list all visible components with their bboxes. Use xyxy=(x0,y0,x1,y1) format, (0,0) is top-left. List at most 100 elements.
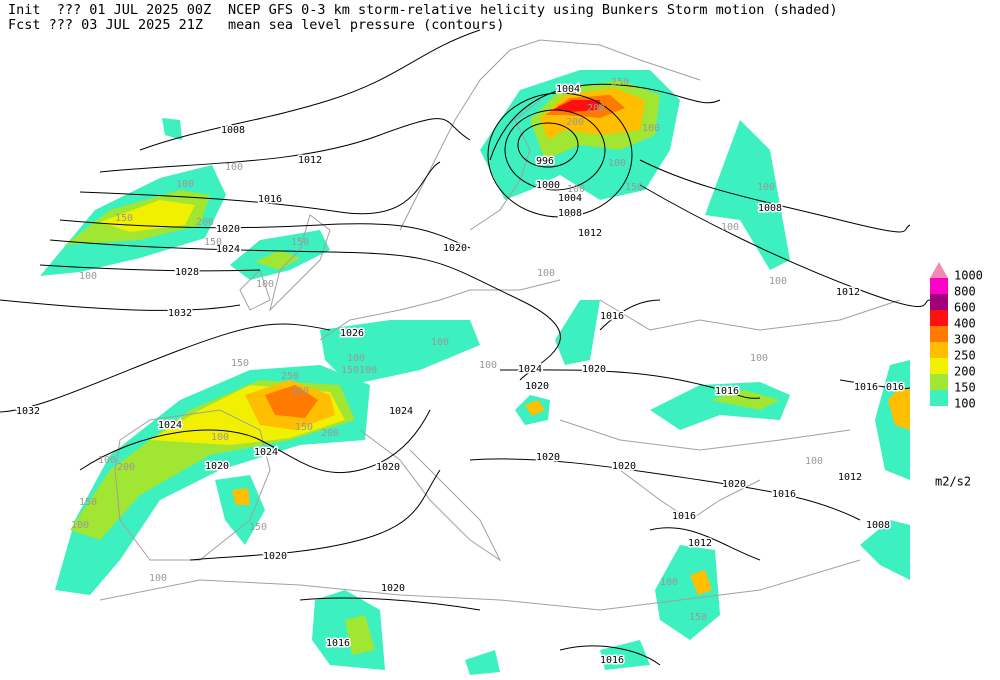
isobar-label: 1032 xyxy=(16,406,40,417)
legend-swatch xyxy=(930,374,948,390)
helicity-label: 100 xyxy=(176,179,194,190)
isobar-label: 1020 xyxy=(525,381,549,392)
helicity-label: 100 xyxy=(256,279,274,290)
isobar-label: 1016 xyxy=(772,489,796,500)
helicity-label: 250 xyxy=(281,371,299,382)
isobar-label: 1020 xyxy=(536,452,560,463)
helicity-label: 150 xyxy=(231,358,249,369)
helicity-label: 100 xyxy=(805,456,823,467)
helicity-label: 100 xyxy=(769,276,787,287)
isobar-label: 1008 xyxy=(558,208,582,219)
subtitle: mean sea level pressure (contours) xyxy=(228,17,504,33)
legend-swatch xyxy=(930,326,948,342)
helicity-label: 150 xyxy=(689,612,707,623)
isobar-label: 1012 xyxy=(578,228,602,239)
isobar-label: 1012 xyxy=(838,472,862,483)
isobar-label: 1024 xyxy=(158,420,182,431)
isobar-label: 1008 xyxy=(866,520,890,531)
isobar-label: 1000 xyxy=(536,180,560,191)
helicity-label: 150 xyxy=(291,237,309,248)
isobar-label: 1016 xyxy=(258,194,282,205)
helicity-label: 200 xyxy=(196,217,214,228)
helicity-label: 100 xyxy=(98,455,116,466)
coastlines xyxy=(99,39,901,611)
title: NCEP GFS 0-3 km storm-relative helicity … xyxy=(228,2,838,18)
isobar-label: 1020 xyxy=(381,583,405,594)
isobar-label: 1032 xyxy=(168,308,192,319)
legend: m2/s2 1000 800 600 400 300 250 200 150 100 xyxy=(930,262,983,489)
legend-label: 400 xyxy=(954,317,976,331)
isobar-label: 1020 xyxy=(612,461,636,472)
init-time: Init ??? 01 JUL 2025 00Z xyxy=(8,2,211,18)
shading xyxy=(40,70,910,675)
isobar-label: 1012 xyxy=(688,538,712,549)
legend-swatch xyxy=(930,294,948,310)
legend-swatch xyxy=(930,278,948,294)
isobar-label: 1024 xyxy=(216,244,240,255)
legend-label: 1000 xyxy=(954,269,983,283)
isobar-label: 016 xyxy=(886,382,904,393)
helicity-label: 150 xyxy=(295,422,313,433)
isobar-label: 1020 xyxy=(205,461,229,472)
isobar-label: 1016 xyxy=(854,382,878,393)
helicity-label: 150 xyxy=(115,213,133,224)
isobar-label: 1024 xyxy=(254,447,278,458)
isobar-label: 1016 xyxy=(715,386,739,397)
helicity-label: 100 xyxy=(721,222,739,233)
isobar-label: 1020 xyxy=(443,243,467,254)
isobar-label: 1008 xyxy=(758,203,782,214)
isobar-label: 1016 xyxy=(600,655,624,666)
helicity-label: 100 xyxy=(359,365,377,376)
helicity-label: 100 xyxy=(537,268,555,279)
isobar-label: 996 xyxy=(536,156,554,167)
helicity-label: 100 xyxy=(750,353,768,364)
isobar-label: 1020 xyxy=(582,364,606,375)
helicity-label: 100 xyxy=(347,353,365,364)
helicity-label: 100 xyxy=(71,520,89,531)
legend-swatch xyxy=(930,358,948,374)
helicity-label: 150 xyxy=(249,522,267,533)
helicity-label: 100 xyxy=(211,432,229,443)
legend-label: 200 xyxy=(954,365,976,379)
isobar-label: 1012 xyxy=(298,155,322,166)
isobar-label: 1024 xyxy=(518,364,542,375)
contour-labels: 1008 1012 1016 1020 1024 1028 1032 1032 1024 1024… xyxy=(14,77,905,668)
isobar-label: 1012 xyxy=(836,287,860,298)
isobar-label: 1016 xyxy=(600,311,624,322)
legend-label: 300 xyxy=(954,333,976,347)
isobar-label: 1004 xyxy=(558,193,582,204)
helicity-label: 200 xyxy=(566,117,584,128)
legend-swatch xyxy=(930,342,948,358)
helicity-label: 200 xyxy=(321,428,339,439)
helicity-label: 100 xyxy=(757,182,775,193)
helicity-label: 250 xyxy=(611,77,629,88)
helicity-label: 100 xyxy=(660,577,678,588)
legend-swatch xyxy=(930,310,948,326)
helicity-label: 100 xyxy=(225,162,243,173)
helicity-label: 150 xyxy=(79,497,97,508)
legend-unit: m2/s2 xyxy=(935,475,971,489)
legend-label: 150 xyxy=(954,381,976,395)
isobars xyxy=(0,29,931,666)
helicity-label: 200 xyxy=(117,462,135,473)
helicity-label: 200 xyxy=(587,103,605,114)
legend-swatch xyxy=(930,390,948,406)
legend-label: 600 xyxy=(954,301,976,315)
legend-label: 100 xyxy=(954,397,976,411)
isobar-label: 1020 xyxy=(263,551,287,562)
isobar-label: 1028 xyxy=(175,267,199,278)
isobar-label: 1024 xyxy=(389,406,413,417)
helicity-label: 100 xyxy=(642,123,660,134)
isobar-label: 1016 xyxy=(672,511,696,522)
isobar-label: 1020 xyxy=(376,462,400,473)
isobar-label: 1008 xyxy=(221,125,245,136)
helicity-label: 100 xyxy=(431,337,449,348)
helicity-label: 150 xyxy=(204,237,222,248)
legend-swatch xyxy=(930,262,948,278)
forecast-time: Fcst ??? 03 JUL 2025 21Z xyxy=(8,17,203,33)
helicity-label: 150 xyxy=(625,182,643,193)
legend-label: 800 xyxy=(954,285,976,299)
helicity-label: 150 xyxy=(341,365,359,376)
legend-label: 250 xyxy=(954,349,976,363)
